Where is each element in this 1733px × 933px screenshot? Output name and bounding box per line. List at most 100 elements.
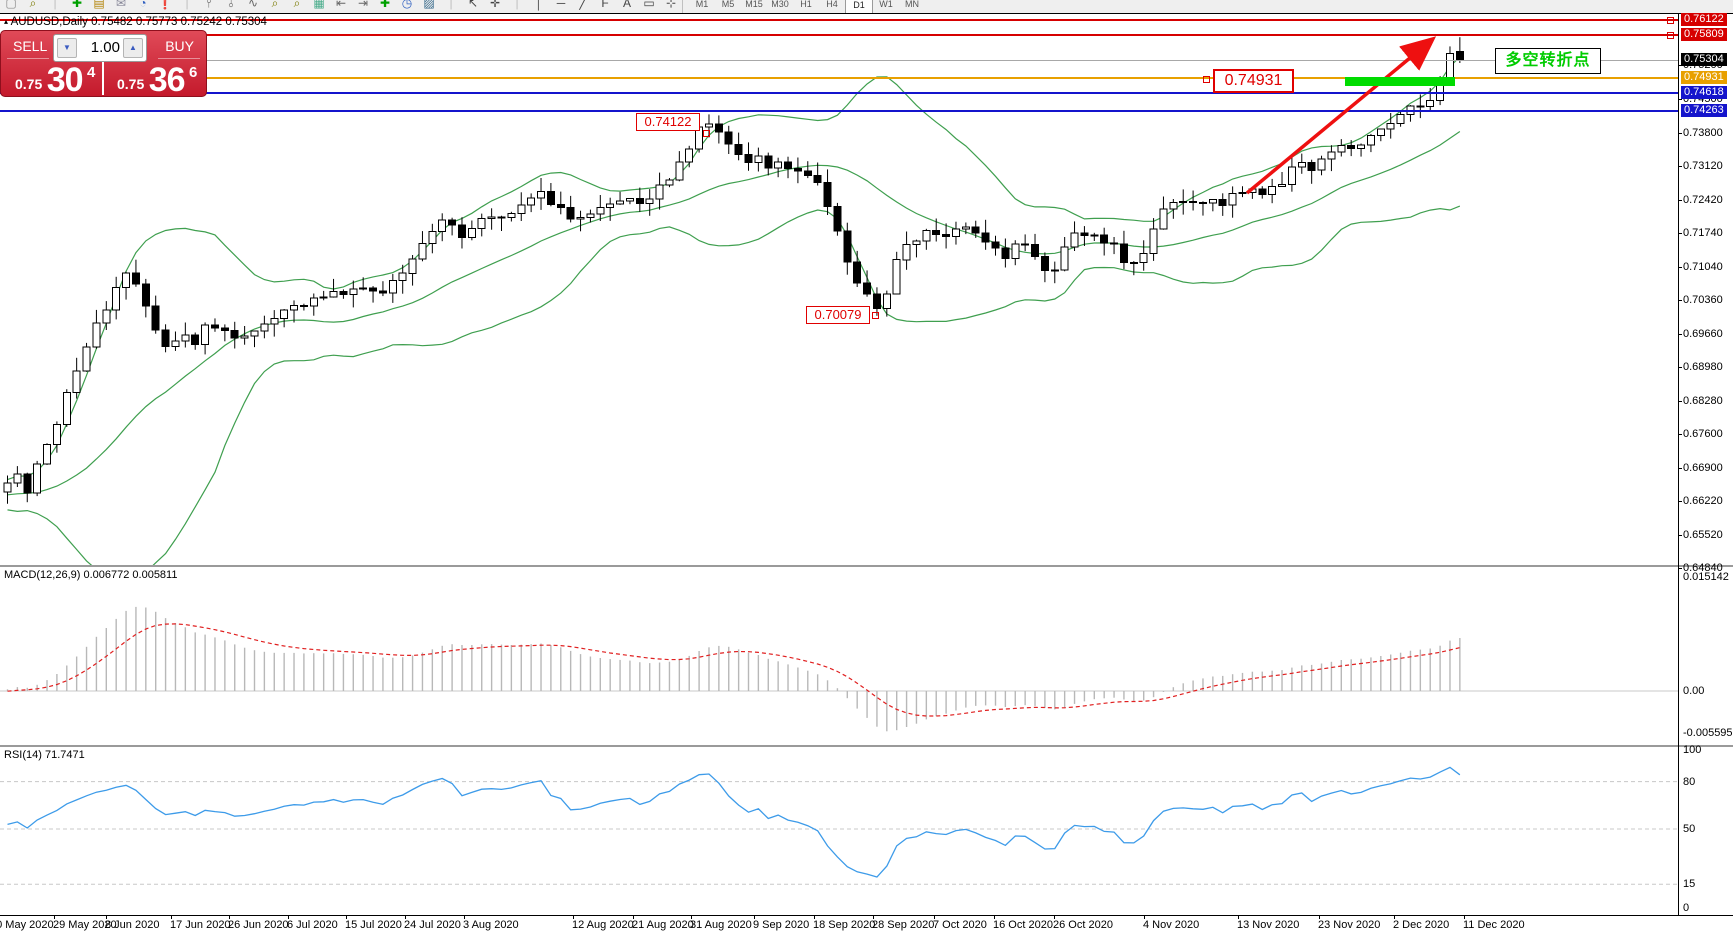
toolbar-icon[interactable]: F bbox=[601, 0, 609, 10]
macd-panel-splitter[interactable] bbox=[0, 565, 1733, 568]
toolbar-icon[interactable]: ▭ bbox=[643, 0, 655, 10]
price-callout-74931[interactable]: 0.74931 bbox=[1213, 69, 1294, 93]
axis-tick bbox=[1678, 133, 1682, 134]
toolbar-separator: | bbox=[185, 0, 189, 10]
volume-decrease-button[interactable]: ▼ bbox=[57, 38, 77, 58]
axis-tick-label: 0.68980 bbox=[1683, 361, 1723, 373]
timeframe-button-h1[interactable]: H1 bbox=[800, 0, 812, 9]
toolbar-icon[interactable]: ⌕ bbox=[29, 0, 37, 10]
price-line-0.74263[interactable] bbox=[0, 110, 1678, 112]
toolbar-icon[interactable]: A bbox=[622, 0, 631, 10]
price-line-0.75304[interactable] bbox=[0, 60, 1678, 61]
axis-tick-label: 0.71740 bbox=[1683, 227, 1723, 239]
axis-tick-label: 0.73800 bbox=[1683, 127, 1723, 139]
one-click-trading-panel: SELL BUY ▼ 1.00 ▲ 0.75 30 4 0.75 36 6 bbox=[0, 30, 207, 100]
support-zone-highlight[interactable] bbox=[1345, 77, 1455, 86]
date-label: 31 Aug 2020 bbox=[690, 919, 752, 931]
date-label: 23 Nov 2020 bbox=[1318, 919, 1381, 931]
toolbar-icon[interactable]: ◷ bbox=[401, 0, 413, 10]
line-anchor bbox=[1667, 32, 1674, 39]
axis-tick bbox=[1678, 99, 1682, 100]
rsi-chart-canvas[interactable] bbox=[0, 747, 1678, 915]
macd-axis-label: 0.00 bbox=[1683, 685, 1705, 697]
sell-underline bbox=[7, 58, 49, 59]
volume-value[interactable]: 1.00 bbox=[90, 39, 120, 56]
date-tick bbox=[873, 916, 874, 919]
chart-title-text: AUDUSD,Daily 0.75482 0.75773 0.75242 0.7… bbox=[10, 16, 267, 28]
volume-increase-button[interactable]: ▲ bbox=[123, 38, 143, 58]
timeframe-button-w1[interactable]: W1 bbox=[879, 0, 893, 9]
timeframe-button-m5[interactable]: M5 bbox=[721, 0, 735, 9]
rsi-axis-label: 100 bbox=[1683, 744, 1702, 756]
toolbar-icon[interactable]: ⫰ bbox=[228, 0, 234, 10]
date-label: 2 Dec 2020 bbox=[1393, 919, 1450, 931]
price-callout-70079[interactable]: 0.70079 bbox=[806, 306, 870, 324]
toolbar-icon[interactable]: ⇥ bbox=[357, 0, 369, 10]
toolbar-icon[interactable]: ◔ bbox=[139, 0, 147, 10]
price-line-0.76122[interactable] bbox=[0, 19, 1678, 21]
callout-anchor-74122 bbox=[703, 130, 710, 137]
toolbar-icon[interactable]: ▢ bbox=[5, 0, 17, 10]
chart-top-border bbox=[0, 13, 1733, 14]
timeframe-button-d1[interactable]: D1 bbox=[845, 0, 873, 13]
date-tick bbox=[573, 916, 574, 919]
toolbar-icon[interactable]: ▤ bbox=[93, 0, 105, 10]
axis-tick bbox=[1678, 535, 1682, 536]
axis-tick bbox=[1678, 267, 1682, 268]
toolbar-icon[interactable]: ✚ bbox=[71, 0, 83, 10]
toolbar-icon[interactable]: ⌕ bbox=[293, 0, 301, 10]
date-tick bbox=[288, 916, 289, 919]
toolbar-icon[interactable]: ⌕ bbox=[271, 0, 279, 10]
toolbar-icon[interactable]: ∿ bbox=[247, 0, 259, 10]
timeframe-button-m1[interactable]: M1 bbox=[695, 0, 709, 9]
date-label: 18 Sep 2020 bbox=[813, 919, 876, 931]
date-axis-border bbox=[0, 915, 1733, 916]
axis-tick bbox=[1678, 200, 1682, 201]
timeframe-button-m15[interactable]: M15 bbox=[745, 0, 763, 9]
toolbar-icon[interactable]: ↖ bbox=[467, 0, 479, 10]
sell-button[interactable]: SELL bbox=[13, 38, 48, 54]
buy-price[interactable]: 0.75 36 6 bbox=[117, 61, 197, 100]
date-label: 29 May 2020 bbox=[53, 919, 117, 931]
chinese-note-box[interactable]: 多空转折点 bbox=[1495, 48, 1601, 74]
price-line-label-0.75809: 0.75809 bbox=[1681, 28, 1727, 41]
toolbar-icon[interactable]: ✉ bbox=[115, 0, 127, 10]
axis-tick bbox=[1678, 166, 1682, 167]
date-label: 20 May 2020 bbox=[0, 919, 54, 931]
toolbar-icon[interactable]: ╱ bbox=[579, 0, 587, 10]
rsi-axis-label: 80 bbox=[1683, 776, 1696, 788]
toolbar-icon[interactable]: │ bbox=[535, 0, 543, 10]
main-chart-canvas[interactable] bbox=[0, 13, 1678, 565]
date-tick bbox=[754, 916, 755, 919]
axis-tick bbox=[1678, 367, 1682, 368]
timeframe-button-h4[interactable]: H4 bbox=[826, 0, 838, 9]
price-line-label-0.74263: 0.74263 bbox=[1681, 104, 1727, 117]
toolbar-icon[interactable]: ─ bbox=[556, 0, 566, 10]
price-line-0.74618[interactable] bbox=[0, 92, 1678, 94]
axis-tick-label: 0.71040 bbox=[1683, 261, 1723, 273]
price-line-0.75809[interactable] bbox=[0, 34, 1678, 36]
price-line-0.74931[interactable] bbox=[0, 77, 1678, 79]
toolbar-icon[interactable]: ✛ bbox=[489, 0, 501, 10]
toolbar-icon[interactable]: ▨ bbox=[423, 0, 435, 10]
price-callout-74122[interactable]: 0.74122 bbox=[636, 113, 700, 131]
panel-divider bbox=[102, 62, 104, 95]
toolbar-icon[interactable]: ⇤ bbox=[335, 0, 347, 10]
axis-tick-label: 0.66900 bbox=[1683, 462, 1723, 474]
macd-chart-canvas[interactable] bbox=[0, 567, 1678, 745]
sell-price[interactable]: 0.75 30 4 bbox=[15, 61, 95, 100]
axis-tick bbox=[1678, 434, 1682, 435]
rsi-panel-splitter[interactable] bbox=[0, 745, 1733, 748]
toolbar-icon[interactable]: ❗ bbox=[157, 0, 173, 10]
timeframe-button-mn[interactable]: MN bbox=[905, 0, 919, 9]
date-label: 13 Nov 2020 bbox=[1237, 919, 1300, 931]
toolbar: ▢ ⌕ | ✚ ▤ ✉ ◔ ❗ | ⫯ ⫰ ∿ ⌕ ⌕ ▦ ⇤ ⇥ ✚ ◷ ▨ | ↖ ✛ | │ ─ ╱ F A ▭ ⊹ M1 M5 M15 M3… bbox=[0, 0, 1733, 14]
toolbar-icon[interactable]: ⫯ bbox=[206, 0, 212, 10]
date-tick bbox=[405, 916, 406, 919]
toolbar-icon[interactable]: ▦ bbox=[313, 0, 325, 10]
toolbar-icon[interactable]: ✚ bbox=[379, 0, 391, 10]
toolbar-icon[interactable]: ⊹ bbox=[665, 0, 677, 10]
axis-tick bbox=[1678, 501, 1682, 502]
timeframe-button-m30[interactable]: M30 bbox=[771, 0, 789, 9]
buy-button[interactable]: BUY bbox=[165, 38, 194, 54]
